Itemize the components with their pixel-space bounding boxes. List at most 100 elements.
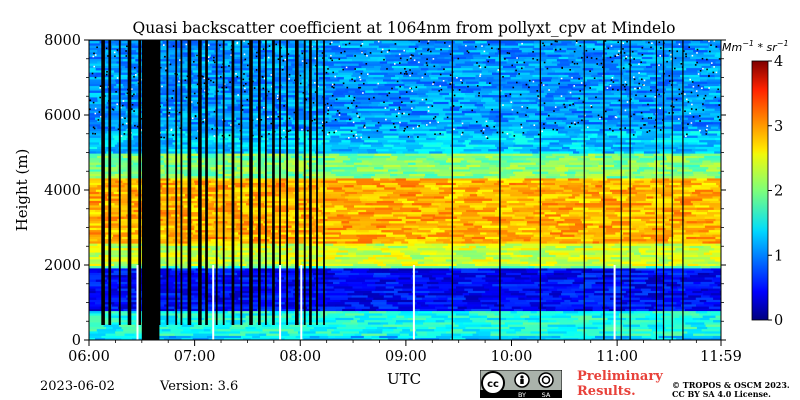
field-cell (171, 155, 179, 159)
field-cell (123, 130, 132, 134)
field-cell (579, 254, 588, 258)
field-cell (173, 119, 181, 123)
field-cell (612, 144, 633, 147)
field-cell (365, 124, 376, 127)
field-cell (487, 218, 507, 222)
field-cell (693, 256, 711, 260)
field-cell (519, 234, 535, 237)
field-cell (557, 288, 572, 291)
field-cell (606, 182, 614, 186)
field-cell (649, 157, 668, 161)
field-cell (693, 173, 708, 177)
field-cell (272, 214, 291, 217)
field-cell (383, 290, 399, 294)
field-cell (187, 211, 203, 215)
field-cell (339, 166, 358, 170)
field-cell (478, 313, 496, 316)
field-cell (539, 295, 554, 298)
field-cell (522, 126, 537, 129)
field-cell (113, 191, 122, 195)
field-cell (192, 337, 210, 340)
field-cell (336, 110, 353, 114)
field-cell (567, 148, 577, 152)
field-cell (622, 245, 632, 249)
field-cell (573, 151, 580, 154)
field-cell (229, 180, 250, 183)
field-cell (673, 164, 689, 168)
field-cell (307, 171, 324, 174)
field-cell (647, 196, 654, 199)
field-cell (561, 191, 572, 195)
field-cell (296, 196, 311, 199)
field-cell (648, 263, 663, 267)
field-cell (246, 295, 262, 298)
field-cell (350, 270, 368, 273)
field-cell (103, 322, 113, 325)
field-cell (478, 144, 496, 147)
field-cell (672, 153, 691, 156)
field-cell (331, 171, 352, 174)
field-cell (121, 337, 133, 340)
field-cell (476, 250, 487, 253)
field-cell (165, 263, 174, 267)
field-cell (476, 270, 496, 273)
field-cell (89, 223, 103, 226)
field-cell (89, 180, 110, 183)
field-cell (697, 135, 710, 138)
field-cell (461, 211, 478, 215)
field-cell (460, 333, 474, 336)
field-cell (310, 196, 320, 199)
field-cell (404, 160, 424, 163)
field-cell (422, 274, 433, 278)
field-cell (643, 180, 651, 183)
field-cell (695, 119, 712, 123)
field-cell (267, 247, 282, 251)
field-cell (434, 256, 452, 260)
field-cell (191, 153, 200, 156)
field-cell (321, 288, 335, 291)
field-cell (359, 196, 369, 199)
field-cell (566, 124, 582, 127)
field-cell (204, 241, 221, 244)
field-cell (398, 268, 418, 271)
field-cell (309, 236, 319, 240)
field-cell (483, 169, 504, 172)
field-cell (418, 207, 438, 210)
field-cell (333, 281, 341, 285)
field-cell (339, 281, 348, 285)
field-cell (300, 216, 315, 219)
field-cell (553, 286, 568, 289)
field-cell (109, 261, 121, 264)
field-cell (203, 326, 218, 330)
field-cell (719, 121, 721, 125)
field-cell (421, 216, 434, 219)
field-cell (552, 234, 561, 237)
field-cell (277, 328, 295, 332)
field-cell (581, 220, 600, 224)
field-cell (239, 137, 255, 141)
field-cell (565, 198, 584, 201)
field-cell (720, 148, 721, 152)
field-cell (607, 119, 626, 123)
field-cell (525, 202, 543, 206)
field-cell (524, 155, 537, 159)
field-cell (486, 250, 502, 253)
field-cell (577, 328, 588, 332)
field-cell (301, 214, 311, 217)
field-cell (529, 301, 548, 305)
field-cell (394, 322, 404, 325)
field-cell (398, 281, 412, 285)
field-cell (402, 322, 415, 325)
field-cell (466, 160, 482, 163)
field-cell (126, 146, 141, 150)
field-cell (287, 205, 301, 208)
field-cell (718, 261, 721, 264)
field-cell (383, 133, 399, 136)
field-cell (321, 180, 339, 183)
field-cell (435, 326, 447, 330)
field-cell (400, 310, 419, 314)
field-cell (428, 326, 437, 330)
field-cell (567, 182, 584, 186)
field-cell (557, 202, 576, 206)
field-cell (219, 274, 240, 278)
